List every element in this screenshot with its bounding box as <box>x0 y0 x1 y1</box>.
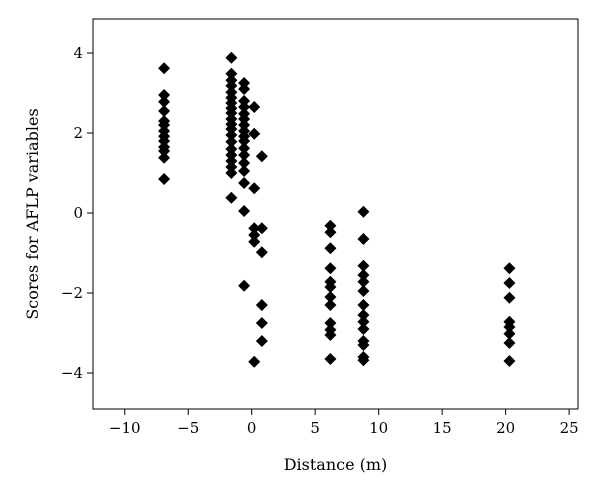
data-point <box>255 150 268 163</box>
x-tick-label: 5 <box>310 419 320 437</box>
data-point <box>225 167 238 179</box>
data-point <box>248 222 261 235</box>
data-point <box>503 277 516 289</box>
data-point <box>225 79 238 92</box>
data-point <box>158 62 171 75</box>
x-tick-label: 20 <box>496 419 515 437</box>
data-point <box>238 142 251 155</box>
data-point <box>357 339 370 351</box>
data-point <box>255 317 268 329</box>
data-point <box>357 299 370 311</box>
data-point <box>503 355 516 367</box>
data-point <box>324 262 337 275</box>
data-point <box>158 173 171 185</box>
x-tick-label: −5 <box>177 419 199 437</box>
data-point <box>255 222 268 235</box>
data-point <box>225 67 238 80</box>
data-point <box>503 327 516 340</box>
data-point <box>324 317 337 329</box>
data-point <box>357 309 370 321</box>
data-point <box>324 219 337 232</box>
data-point <box>255 299 268 311</box>
y-tick-label: −2 <box>61 284 83 302</box>
x-axis-title: Distance (m) <box>284 455 388 474</box>
data-point <box>324 329 337 341</box>
data-point <box>324 226 337 239</box>
data-point <box>503 291 516 304</box>
data-point <box>248 235 261 248</box>
x-axis: −10 −5 0 5 10 15 20 25 <box>109 409 579 437</box>
data-point <box>357 275 370 288</box>
data-point <box>238 205 251 217</box>
data-point <box>225 191 238 204</box>
data-point <box>248 127 261 140</box>
data-point <box>324 242 337 255</box>
y-tick-label: 2 <box>73 124 83 142</box>
data-point <box>357 315 370 328</box>
data-point <box>248 101 261 113</box>
x-tick-label: 15 <box>433 419 452 437</box>
data-point <box>324 291 337 303</box>
data-point <box>238 101 251 113</box>
data-points <box>158 51 516 368</box>
data-point <box>357 269 370 281</box>
data-point <box>238 149 251 161</box>
data-point <box>238 177 251 189</box>
data-point <box>248 229 261 241</box>
data-point <box>357 323 370 335</box>
data-point <box>357 233 370 245</box>
x-tick-label: −10 <box>109 419 141 437</box>
y-tick-label: 4 <box>73 44 83 62</box>
x-tick-label: 10 <box>369 419 388 437</box>
x-tick-label: 0 <box>247 419 257 437</box>
data-point <box>324 281 337 293</box>
data-point <box>503 262 516 275</box>
data-point <box>225 51 238 64</box>
data-point <box>357 354 370 367</box>
data-point <box>357 205 370 218</box>
data-point <box>238 83 251 95</box>
data-point <box>158 145 171 157</box>
data-point <box>158 89 171 101</box>
data-point <box>238 157 251 169</box>
data-point <box>503 321 516 333</box>
data-point <box>248 182 261 195</box>
data-point <box>225 135 238 148</box>
data-point <box>503 337 516 349</box>
data-point <box>357 259 370 272</box>
data-point <box>158 95 171 108</box>
data-point <box>158 151 171 164</box>
y-tick-label: 0 <box>73 204 83 222</box>
data-point <box>357 285 370 297</box>
y-axis: −4 −2 0 2 4 <box>61 44 93 382</box>
data-point <box>158 105 171 117</box>
data-point <box>255 335 268 347</box>
data-point <box>255 246 268 259</box>
data-point <box>238 135 251 147</box>
data-point <box>225 129 238 141</box>
data-point <box>324 353 337 365</box>
x-tick-label: 25 <box>560 419 579 437</box>
data-point <box>238 165 251 177</box>
plot-frame <box>92 18 579 410</box>
data-point <box>238 279 251 292</box>
data-point <box>248 355 261 368</box>
y-tick-label: −4 <box>61 364 83 382</box>
data-point <box>324 299 337 311</box>
y-axis-title: Scores for AFLP variables <box>23 108 42 319</box>
